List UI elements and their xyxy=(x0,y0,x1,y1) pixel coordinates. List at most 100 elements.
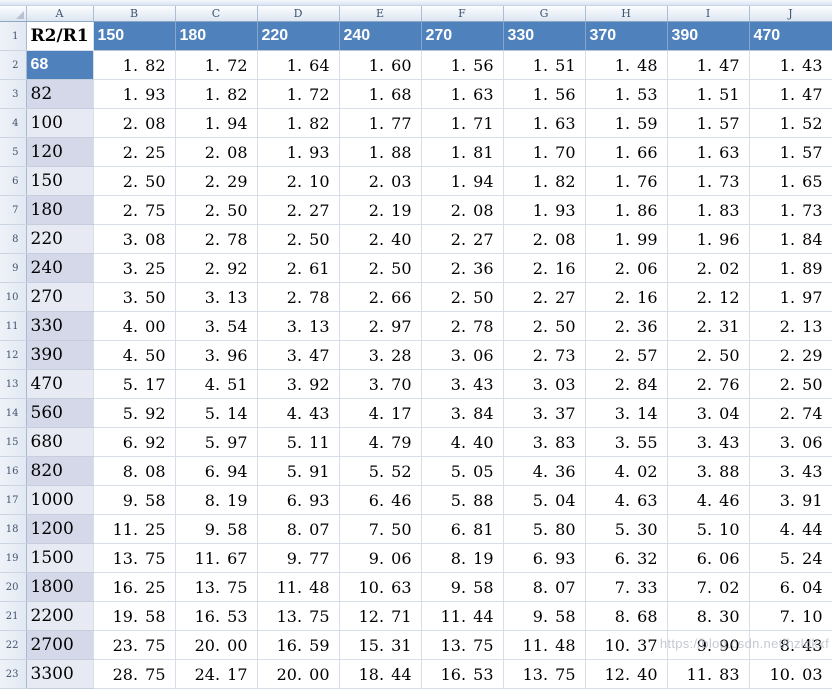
row-header-6[interactable]: 6 xyxy=(0,166,27,196)
cell-B14[interactable]: 5. 92 xyxy=(93,398,176,428)
cell-G15[interactable]: 3. 83 xyxy=(503,427,586,457)
cell-J23[interactable]: 10. 03 xyxy=(749,659,832,689)
column-header-G[interactable]: G xyxy=(503,6,586,22)
cell-A3[interactable]: 82 xyxy=(26,79,94,109)
cell-G4[interactable]: 1. 63 xyxy=(503,108,586,138)
cell-E22[interactable]: 15. 31 xyxy=(339,630,422,660)
cell-F12[interactable]: 3. 06 xyxy=(421,340,504,370)
cell-I17[interactable]: 4. 46 xyxy=(667,485,750,515)
cell-F1[interactable]: 270 xyxy=(421,21,504,51)
cell-G8[interactable]: 2. 08 xyxy=(503,224,586,254)
cell-E2[interactable]: 1. 60 xyxy=(339,50,422,80)
row-header-22[interactable]: 22 xyxy=(0,630,27,660)
column-header-J[interactable]: J xyxy=(749,6,832,22)
cell-H19[interactable]: 6. 32 xyxy=(585,543,668,573)
cell-J3[interactable]: 1. 47 xyxy=(749,79,832,109)
cell-A5[interactable]: 120 xyxy=(26,137,94,167)
cell-G21[interactable]: 9. 58 xyxy=(503,601,586,631)
cell-D3[interactable]: 1. 72 xyxy=(257,79,340,109)
cell-B6[interactable]: 2. 50 xyxy=(93,166,176,196)
cell-F7[interactable]: 2. 08 xyxy=(421,195,504,225)
cell-E14[interactable]: 4. 17 xyxy=(339,398,422,428)
cell-H10[interactable]: 2. 16 xyxy=(585,282,668,312)
cell-A13[interactable]: 470 xyxy=(26,369,94,399)
cell-A14[interactable]: 560 xyxy=(26,398,94,428)
column-header-H[interactable]: H xyxy=(585,6,668,22)
column-header-E[interactable]: E xyxy=(339,6,422,22)
cell-C9[interactable]: 2. 92 xyxy=(175,253,258,283)
cell-B22[interactable]: 23. 75 xyxy=(93,630,176,660)
cell-I1[interactable]: 390 xyxy=(667,21,750,51)
cell-F18[interactable]: 6. 81 xyxy=(421,514,504,544)
cell-E19[interactable]: 9. 06 xyxy=(339,543,422,573)
cell-G18[interactable]: 5. 80 xyxy=(503,514,586,544)
cell-C7[interactable]: 2. 50 xyxy=(175,195,258,225)
cell-H4[interactable]: 1. 59 xyxy=(585,108,668,138)
cell-C18[interactable]: 9. 58 xyxy=(175,514,258,544)
cell-E21[interactable]: 12. 71 xyxy=(339,601,422,631)
cell-I8[interactable]: 1. 96 xyxy=(667,224,750,254)
cell-A21[interactable]: 2200 xyxy=(26,601,94,631)
cell-I20[interactable]: 7. 02 xyxy=(667,572,750,602)
cell-C20[interactable]: 13. 75 xyxy=(175,572,258,602)
row-header-20[interactable]: 20 xyxy=(0,572,27,602)
cell-C2[interactable]: 1. 72 xyxy=(175,50,258,80)
cell-A23[interactable]: 3300 xyxy=(26,659,94,689)
cell-C22[interactable]: 20. 00 xyxy=(175,630,258,660)
cell-D6[interactable]: 2. 10 xyxy=(257,166,340,196)
cell-E10[interactable]: 2. 66 xyxy=(339,282,422,312)
cell-D8[interactable]: 2. 50 xyxy=(257,224,340,254)
cell-C6[interactable]: 2. 29 xyxy=(175,166,258,196)
cell-F14[interactable]: 3. 84 xyxy=(421,398,504,428)
cell-I12[interactable]: 2. 50 xyxy=(667,340,750,370)
cell-E11[interactable]: 2. 97 xyxy=(339,311,422,341)
cell-A4[interactable]: 100 xyxy=(26,108,94,138)
cell-C4[interactable]: 1. 94 xyxy=(175,108,258,138)
cell-G11[interactable]: 2. 50 xyxy=(503,311,586,341)
cell-C5[interactable]: 2. 08 xyxy=(175,137,258,167)
cell-A6[interactable]: 150 xyxy=(26,166,94,196)
cell-B5[interactable]: 2. 25 xyxy=(93,137,176,167)
cell-J5[interactable]: 1. 57 xyxy=(749,137,832,167)
cell-D23[interactable]: 20. 00 xyxy=(257,659,340,689)
cell-B11[interactable]: 4. 00 xyxy=(93,311,176,341)
cell-J20[interactable]: 6. 04 xyxy=(749,572,832,602)
cell-I23[interactable]: 11. 83 xyxy=(667,659,750,689)
cell-H1[interactable]: 370 xyxy=(585,21,668,51)
cell-D18[interactable]: 8. 07 xyxy=(257,514,340,544)
cell-H5[interactable]: 1. 66 xyxy=(585,137,668,167)
cell-A20[interactable]: 1800 xyxy=(26,572,94,602)
cell-H17[interactable]: 4. 63 xyxy=(585,485,668,515)
cell-J4[interactable]: 1. 52 xyxy=(749,108,832,138)
cell-B20[interactable]: 16. 25 xyxy=(93,572,176,602)
cell-D4[interactable]: 1. 82 xyxy=(257,108,340,138)
row-header-1[interactable]: 1 xyxy=(0,21,27,51)
cell-G2[interactable]: 1. 51 xyxy=(503,50,586,80)
cell-J18[interactable]: 4. 44 xyxy=(749,514,832,544)
cell-A10[interactable]: 270 xyxy=(26,282,94,312)
cell-B19[interactable]: 13. 75 xyxy=(93,543,176,573)
row-header-4[interactable]: 4 xyxy=(0,108,27,138)
cell-J17[interactable]: 3. 91 xyxy=(749,485,832,515)
cell-E9[interactable]: 2. 50 xyxy=(339,253,422,283)
cell-C3[interactable]: 1. 82 xyxy=(175,79,258,109)
cell-J9[interactable]: 1. 89 xyxy=(749,253,832,283)
cell-F15[interactable]: 4. 40 xyxy=(421,427,504,457)
cell-E17[interactable]: 6. 46 xyxy=(339,485,422,515)
cell-I13[interactable]: 2. 76 xyxy=(667,369,750,399)
cell-F3[interactable]: 1. 63 xyxy=(421,79,504,109)
cell-D20[interactable]: 11. 48 xyxy=(257,572,340,602)
cell-G5[interactable]: 1. 70 xyxy=(503,137,586,167)
cell-G14[interactable]: 3. 37 xyxy=(503,398,586,428)
column-header-I[interactable]: I xyxy=(667,6,750,22)
cell-F5[interactable]: 1. 81 xyxy=(421,137,504,167)
cell-B16[interactable]: 8. 08 xyxy=(93,456,176,486)
cell-G13[interactable]: 3. 03 xyxy=(503,369,586,399)
cell-F9[interactable]: 2. 36 xyxy=(421,253,504,283)
cell-D21[interactable]: 13. 75 xyxy=(257,601,340,631)
cell-C10[interactable]: 3. 13 xyxy=(175,282,258,312)
cell-C13[interactable]: 4. 51 xyxy=(175,369,258,399)
cell-D10[interactable]: 2. 78 xyxy=(257,282,340,312)
cell-F10[interactable]: 2. 50 xyxy=(421,282,504,312)
cell-B23[interactable]: 28. 75 xyxy=(93,659,176,689)
